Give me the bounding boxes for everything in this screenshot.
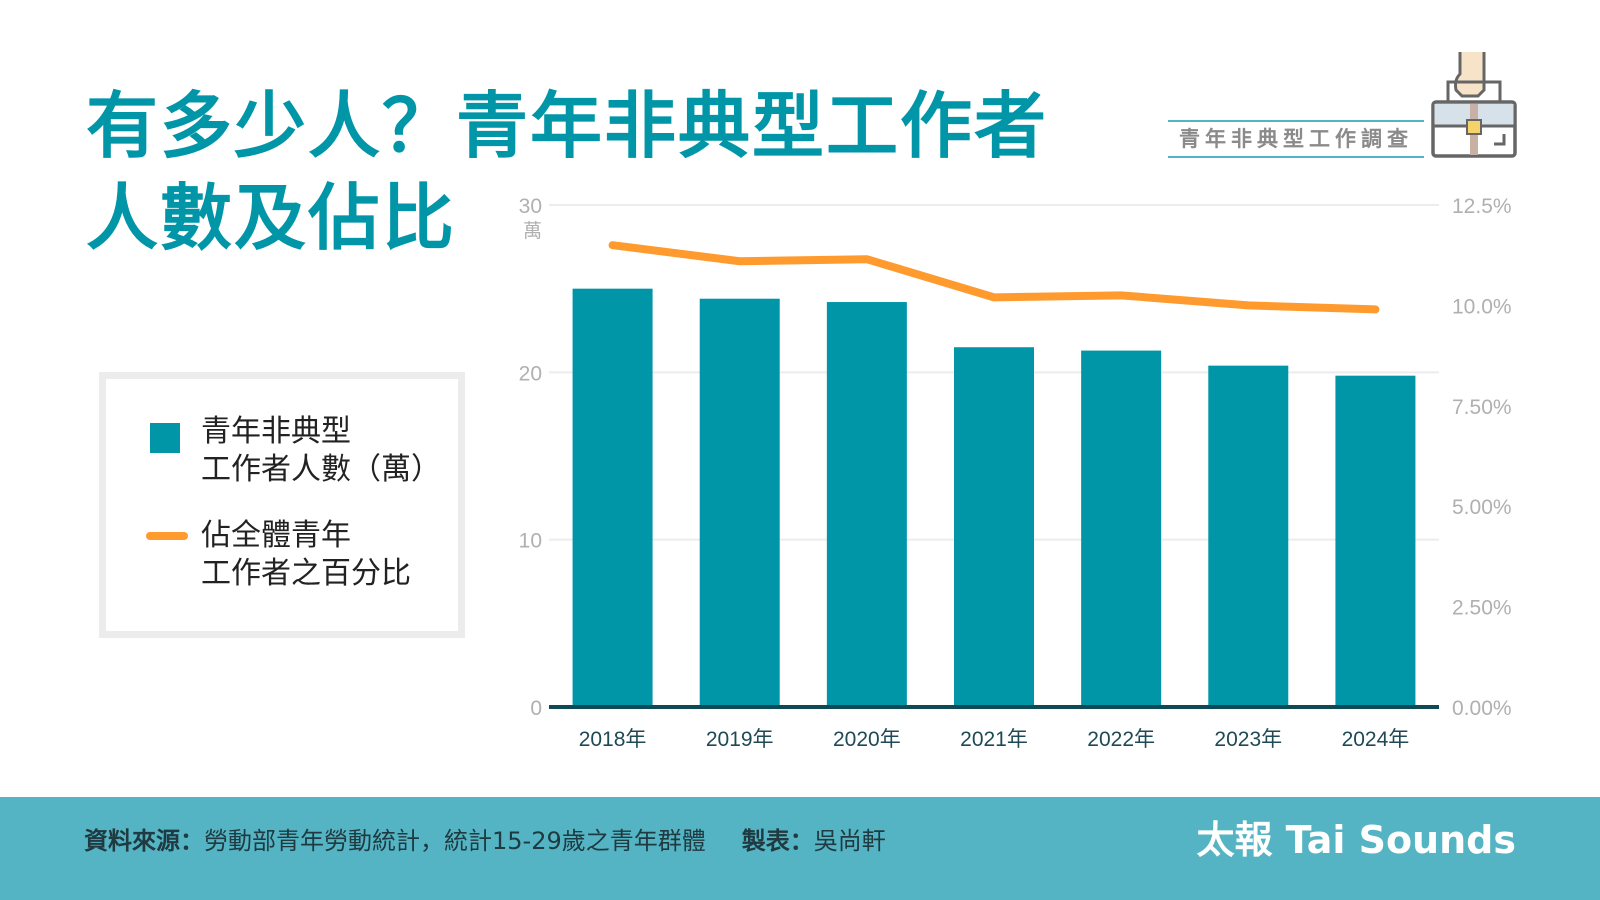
bar — [1208, 365, 1289, 707]
right-tick-label: 12.5% — [1452, 195, 1512, 218]
x-tick-label: 2018年 — [579, 728, 647, 751]
left-tick-label: 0 — [530, 697, 542, 720]
bar — [826, 302, 907, 707]
right-tick-label: 0.00% — [1452, 697, 1512, 720]
title-line-1: 有多少人？青年非典型工作者 — [86, 84, 1049, 168]
legend-bar-label: 青年非典型 工作者人數（萬） — [201, 414, 441, 487]
bar — [699, 298, 780, 707]
right-tick-label: 2.50% — [1452, 597, 1512, 620]
title-line-2: 人數及佔比 — [86, 176, 457, 260]
legend-line-swatch — [146, 532, 188, 540]
footer: 資料來源：勞動部青年勞動統計，統計15-29歲之青年群體 製表：吳尚軒 太報 Ta… — [0, 797, 1600, 900]
brand-logo: 太報 Tai Sounds — [1196, 818, 1516, 862]
bar — [954, 347, 1034, 707]
x-tick-label: 2020年 — [833, 728, 901, 751]
x-tick-label: 2021年 — [960, 728, 1028, 751]
bar — [1081, 350, 1162, 707]
bar — [1335, 375, 1416, 707]
briefcase-icon — [1431, 52, 1517, 158]
left-tick-label: 30 — [519, 195, 542, 218]
x-tick-label: 2024年 — [1342, 728, 1410, 751]
left-tick-label: 20 — [519, 362, 542, 385]
x-tick-label: 2022年 — [1087, 728, 1155, 751]
bar — [572, 288, 653, 707]
chart-legend: 青年非典型 工作者人數（萬） 佔全體青年 工作者之百分比 — [99, 372, 465, 638]
source-credit: 資料來源：勞動部青年勞動統計，統計15-29歲之青年群體 製表：吳尚軒 — [84, 827, 886, 855]
right-tick-label: 10.0% — [1452, 295, 1512, 318]
survey-badge: 青年非典型工作調查 — [1168, 120, 1424, 158]
left-axis-unit: 萬 — [523, 220, 542, 242]
x-tick-label: 2019年 — [706, 728, 774, 751]
right-tick-label: 5.00% — [1452, 496, 1512, 519]
left-tick-label: 10 — [519, 530, 542, 553]
right-tick-label: 7.50% — [1452, 396, 1512, 419]
chart-plot: 0 10 20 30萬 0.00% 2.50% 5.00% 7.50% 10.0% 12.5% 20… — [519, 195, 1512, 751]
chart-title: 有多少人？青年非典型工作者 人數及佔比 — [86, 80, 1048, 264]
legend-bar-swatch — [150, 423, 180, 453]
x-tick-label: 2023年 — [1214, 728, 1282, 751]
legend-line-label: 佔全體青年 工作者之百分比 — [201, 518, 411, 591]
